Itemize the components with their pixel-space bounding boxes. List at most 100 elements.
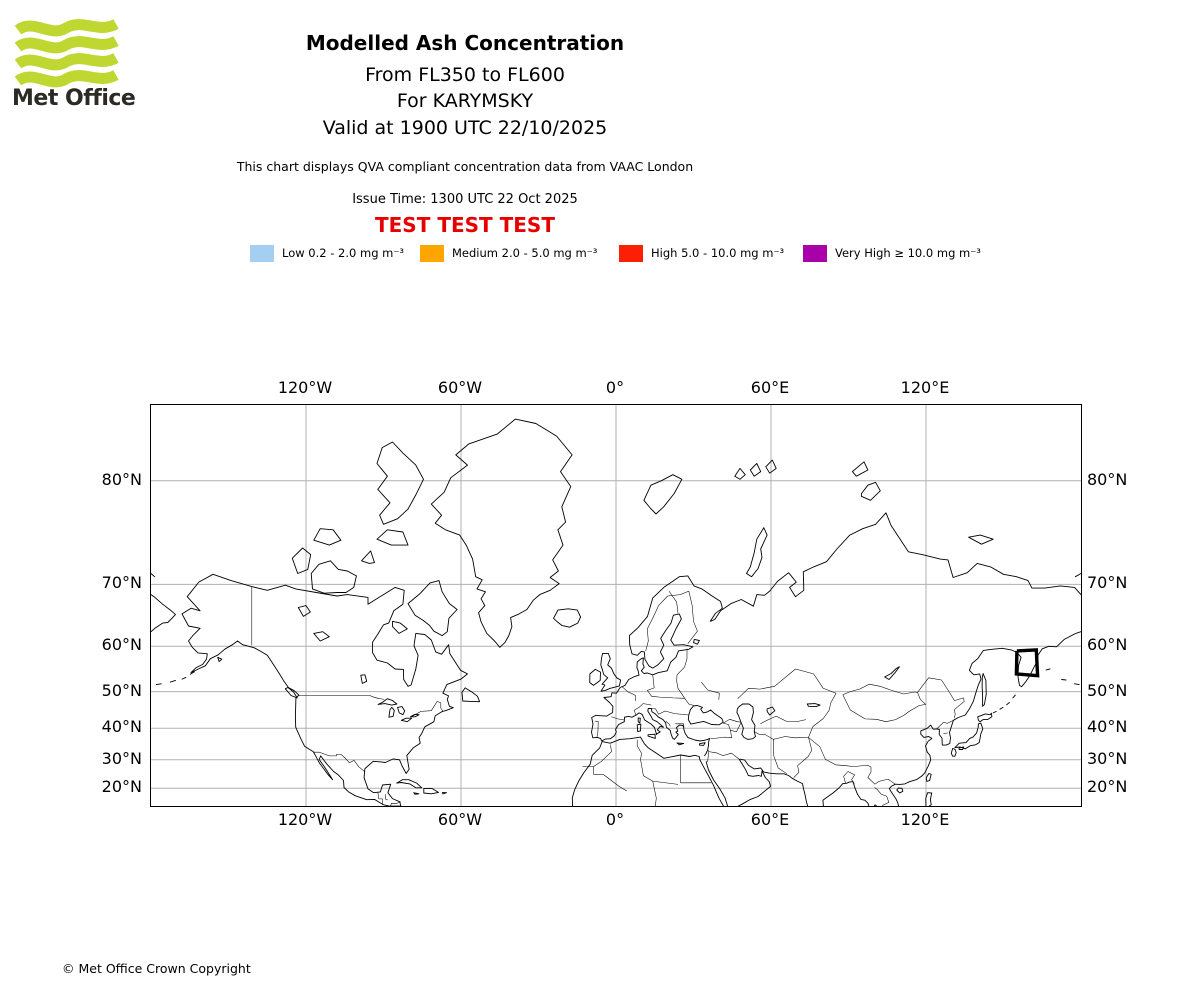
coastline: [291, 547, 312, 574]
legend-label: Low 0.2 - 2.0 mg m⁻³: [282, 246, 405, 260]
coastline: [189, 671, 195, 675]
lat-tick-left: 70°N: [101, 573, 142, 593]
coastline: [958, 746, 965, 750]
coastline: [589, 668, 601, 686]
country-border: [843, 771, 855, 785]
lat-tick-left: 80°N: [101, 469, 142, 489]
coastline: [413, 792, 420, 795]
test-banner: TEST TEST TEST: [375, 213, 555, 237]
legend-item: Low 0.2 - 2.0 mg m⁻³: [250, 244, 404, 262]
country-border: [676, 648, 688, 675]
country-border: [760, 715, 806, 725]
lat-tick-right: 60°N: [1087, 635, 1128, 655]
issue-time: Issue Time: 1300 UTC 22 Oct 2025: [352, 192, 578, 207]
lat-tick-right: 80°N: [1087, 469, 1128, 489]
country-border: [385, 794, 388, 801]
coastline: [409, 713, 420, 718]
coastline: [739, 758, 809, 806]
country-border: [645, 590, 689, 651]
coastline: [896, 787, 904, 794]
met-office-logo-text: Met Office: [12, 86, 136, 111]
coastline: [822, 781, 870, 806]
coastline: [600, 652, 622, 692]
coastline: [705, 761, 729, 806]
country-border: [708, 751, 740, 760]
lon-tick-top: 60°W: [437, 378, 483, 397]
coastline: [992, 710, 997, 714]
legend-swatch: [803, 244, 827, 262]
lon-tick-bottom: 60°W: [437, 810, 483, 829]
coastline: [1074, 573, 1081, 578]
coastline: [687, 705, 724, 726]
coastline: [637, 717, 641, 724]
coastline: [360, 674, 368, 684]
coastline: [430, 418, 573, 648]
coastline: [806, 703, 821, 708]
coastline: [1074, 683, 1080, 686]
legend-item: High 5.0 - 10.0 mg m⁻³: [619, 244, 784, 262]
lat-tick-right: 20°N: [1087, 777, 1128, 797]
legend-item: Very High ≥ 10.0 mg m⁻³: [803, 244, 981, 262]
coastline: [297, 605, 311, 617]
lat-tick-left: 50°N: [101, 680, 142, 700]
coastline: [860, 481, 881, 501]
coastline: [441, 791, 447, 795]
world-map: [151, 405, 1081, 806]
lat-tick-right: 40°N: [1087, 717, 1128, 737]
subtitle-flight-levels: From FL350 to FL600: [365, 64, 565, 86]
legend-swatch: [420, 244, 444, 262]
country-border: [842, 683, 926, 722]
lat-tick-left: 60°N: [101, 635, 142, 655]
legend-label: High 5.0 - 10.0 mg m⁻³: [651, 246, 785, 260]
coastline: [1061, 679, 1067, 681]
country-border: [701, 681, 720, 700]
country-border: [917, 677, 965, 719]
country-border: [390, 801, 401, 806]
country-border: [651, 708, 689, 716]
country-border: [652, 781, 657, 806]
coastline: [151, 594, 176, 633]
coastline: [169, 679, 176, 683]
coastline: [981, 673, 987, 707]
coastline: [407, 580, 458, 637]
coastline: [950, 748, 957, 757]
country-border: [647, 674, 694, 706]
coastline: [925, 773, 932, 782]
coastline: [376, 441, 424, 525]
country-border: [680, 755, 712, 784]
coastline: [400, 717, 413, 723]
coastline: [698, 742, 706, 746]
lon-tick-top: 0°: [605, 378, 625, 397]
country-border: [793, 737, 813, 778]
country-border: [676, 674, 685, 699]
coastline: [553, 608, 582, 628]
lon-tick-top: 120°E: [900, 378, 950, 397]
coastline: [693, 638, 700, 645]
lon-tick-top: 60°E: [750, 378, 790, 397]
qva-note: This chart displays QVA compliant concen…: [236, 159, 694, 174]
coastline: [888, 631, 1081, 806]
coastline: [571, 736, 724, 806]
country-border: [754, 731, 809, 740]
legend-label: Very High ≥ 10.0 mg m⁻³: [835, 246, 981, 260]
country-border: [377, 791, 383, 805]
coastline: [181, 676, 187, 680]
legend-item: Medium 2.0 - 5.0 mg m⁻³: [420, 244, 597, 262]
country-border: [611, 716, 625, 721]
coastline: [310, 560, 357, 594]
lon-tick-bottom: 120°E: [900, 810, 950, 829]
country-border: [622, 686, 636, 702]
coastline: [734, 467, 746, 480]
coastline: [746, 527, 768, 578]
map-frame: [150, 404, 1082, 807]
country-border: [593, 744, 612, 767]
page-title: Modelled Ash Concentration: [305, 31, 625, 55]
legend-swatch: [619, 244, 643, 262]
lon-tick-bottom: 60°E: [750, 810, 790, 829]
country-border: [730, 721, 742, 733]
coastline: [392, 620, 408, 634]
coastline: [423, 788, 439, 795]
coastline: [676, 742, 685, 746]
coastline: [591, 512, 1081, 742]
lat-tick-right: 50°N: [1087, 680, 1128, 700]
